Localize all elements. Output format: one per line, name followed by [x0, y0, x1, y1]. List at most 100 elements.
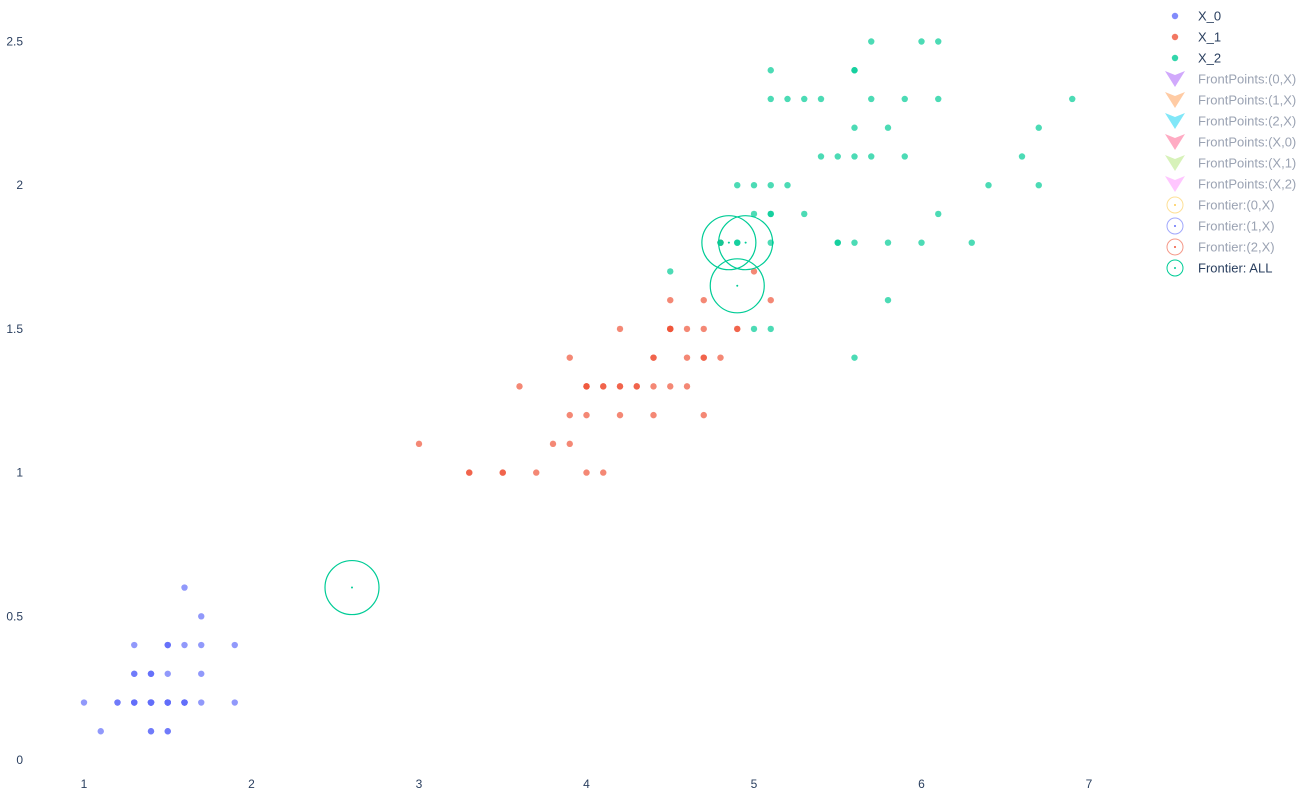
data-point[interactable]	[834, 239, 841, 246]
data-point[interactable]	[901, 95, 908, 103]
legend-item[interactable]: FrontPoints:(2,X)	[1165, 113, 1296, 129]
legend-item[interactable]: X_0	[1171, 9, 1221, 24]
data-point[interactable]	[231, 699, 238, 706]
data-point[interactable]	[583, 469, 590, 476]
legend-item[interactable]: FrontPoints:(X,2)	[1165, 176, 1296, 192]
frontier-circle[interactable]	[324, 559, 380, 616]
data-point[interactable]	[884, 124, 892, 131]
data-point[interactable]	[616, 383, 624, 390]
data-point[interactable]	[198, 699, 205, 706]
data-point[interactable]	[667, 325, 674, 333]
data-point[interactable]	[784, 95, 791, 103]
data-point[interactable]	[750, 210, 758, 218]
data-point[interactable]	[717, 354, 724, 361]
data-point[interactable]	[181, 641, 188, 649]
data-point[interactable]	[734, 325, 741, 333]
legend-item[interactable]: Frontier:(2,X)	[1166, 238, 1275, 256]
legend-item[interactable]: FrontPoints:(X,1)	[1165, 155, 1296, 171]
legend-item[interactable]: X_1	[1171, 30, 1221, 45]
data-point[interactable]	[181, 584, 188, 591]
data-point[interactable]	[97, 728, 104, 735]
data-point[interactable]	[633, 383, 640, 390]
data-point[interactable]	[600, 383, 607, 390]
data-point[interactable]	[985, 182, 992, 189]
data-point[interactable]	[801, 210, 808, 218]
data-point[interactable]	[734, 239, 741, 246]
data-point[interactable]	[817, 153, 825, 160]
data-point[interactable]	[700, 354, 707, 361]
data-point[interactable]	[583, 383, 590, 390]
data-point[interactable]	[583, 411, 590, 419]
data-point[interactable]	[767, 296, 774, 304]
data-point[interactable]	[650, 354, 657, 361]
data-point[interactable]	[147, 670, 155, 677]
data-point[interactable]	[80, 699, 88, 706]
data-point[interactable]	[834, 153, 841, 160]
data-point[interactable]	[784, 182, 791, 189]
data-point[interactable]	[147, 699, 155, 706]
frontier-circle[interactable]	[709, 258, 765, 314]
legend-item[interactable]: Frontier:(1,X)	[1166, 217, 1275, 235]
data-point[interactable]	[667, 268, 674, 275]
data-point[interactable]	[566, 411, 573, 419]
data-point[interactable]	[901, 153, 908, 160]
data-point[interactable]	[499, 469, 506, 476]
frontier-circle[interactable]	[701, 215, 757, 271]
data-point[interactable]	[734, 182, 741, 189]
data-point[interactable]	[884, 239, 892, 246]
data-point[interactable]	[164, 670, 171, 677]
data-point[interactable]	[533, 469, 540, 476]
legend-item[interactable]: FrontPoints:(1,X)	[1165, 92, 1296, 108]
data-point[interactable]	[851, 153, 858, 160]
data-point[interactable]	[114, 699, 121, 706]
data-point[interactable]	[683, 325, 691, 333]
legend-item[interactable]: Frontier: ALL	[1166, 259, 1272, 277]
data-point[interactable]	[918, 38, 925, 45]
data-point[interactable]	[616, 411, 624, 419]
data-point[interactable]	[198, 613, 205, 620]
data-point[interactable]	[767, 182, 774, 189]
data-point[interactable]	[650, 411, 657, 419]
legend-item[interactable]: Frontier:(0,X)	[1166, 196, 1275, 214]
data-point[interactable]	[968, 239, 975, 246]
data-point[interactable]	[935, 38, 942, 45]
data-point[interactable]	[600, 469, 607, 476]
data-point[interactable]	[231, 641, 238, 649]
data-point[interactable]	[851, 67, 858, 74]
legend[interactable]: X_0 X_1 X_2 FrontPoints:(0,X) FrontPoints:(1…	[1165, 9, 1296, 277]
data-point[interactable]	[1035, 182, 1042, 189]
data-point[interactable]	[683, 354, 691, 361]
data-point[interactable]	[767, 325, 774, 333]
data-point[interactable]	[1018, 153, 1026, 160]
frontier-circle[interactable]	[718, 215, 774, 271]
data-point[interactable]	[164, 641, 171, 649]
data-point[interactable]	[650, 383, 657, 390]
data-point[interactable]	[566, 354, 573, 361]
data-point[interactable]	[164, 699, 171, 706]
data-point[interactable]	[851, 239, 858, 246]
data-point[interactable]	[131, 641, 138, 649]
legend-item[interactable]: FrontPoints:(X,0)	[1165, 134, 1296, 150]
data-point[interactable]	[181, 699, 188, 706]
data-point[interactable]	[851, 124, 858, 131]
data-point[interactable]	[516, 383, 523, 390]
data-point[interactable]	[868, 95, 875, 103]
data-point[interactable]	[566, 440, 573, 448]
data-point[interactable]	[131, 699, 138, 706]
data-point[interactable]	[801, 95, 808, 103]
data-point[interactable]	[616, 325, 624, 333]
data-point[interactable]	[700, 325, 707, 333]
data-point[interactable]	[750, 268, 758, 275]
data-point[interactable]	[415, 440, 423, 448]
data-point[interactable]	[198, 641, 205, 649]
data-point[interactable]	[935, 95, 942, 103]
data-point[interactable]	[667, 296, 674, 304]
data-point[interactable]	[884, 296, 892, 304]
data-point[interactable]	[683, 383, 691, 390]
data-point[interactable]	[198, 670, 205, 677]
data-point[interactable]	[667, 383, 674, 390]
data-point[interactable]	[935, 210, 942, 218]
data-point[interactable]	[700, 296, 707, 304]
data-point[interactable]	[767, 95, 774, 103]
data-point[interactable]	[868, 153, 875, 160]
